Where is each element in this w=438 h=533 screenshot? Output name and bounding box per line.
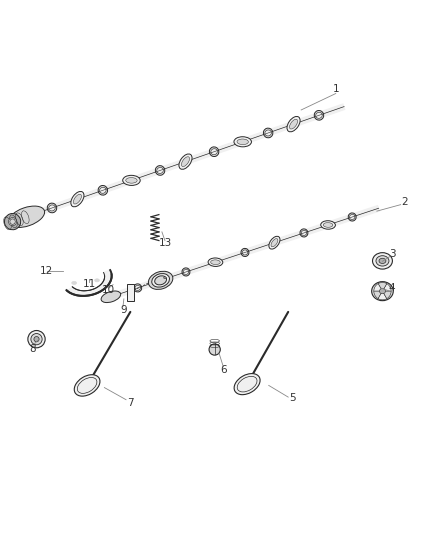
Ellipse shape: [152, 273, 170, 287]
Ellipse shape: [8, 217, 17, 225]
Ellipse shape: [211, 149, 217, 155]
Ellipse shape: [47, 203, 57, 213]
Text: 11: 11: [83, 279, 96, 289]
Ellipse shape: [8, 206, 45, 228]
Ellipse shape: [74, 375, 100, 396]
Ellipse shape: [211, 260, 220, 264]
Ellipse shape: [350, 214, 355, 220]
Ellipse shape: [209, 147, 219, 157]
Text: 10: 10: [102, 285, 115, 295]
Ellipse shape: [71, 191, 84, 207]
Text: 5: 5: [289, 393, 296, 403]
Ellipse shape: [300, 229, 308, 237]
Wedge shape: [382, 291, 391, 298]
Ellipse shape: [316, 112, 322, 118]
Ellipse shape: [31, 334, 42, 345]
Ellipse shape: [148, 271, 173, 289]
Ellipse shape: [265, 130, 272, 136]
Wedge shape: [382, 284, 391, 291]
Wedge shape: [374, 291, 382, 298]
Ellipse shape: [301, 230, 307, 236]
Ellipse shape: [123, 175, 140, 185]
Ellipse shape: [323, 223, 333, 227]
Ellipse shape: [348, 213, 356, 221]
Text: 9: 9: [120, 305, 127, 315]
Ellipse shape: [379, 259, 386, 263]
Ellipse shape: [287, 116, 300, 132]
Wedge shape: [374, 284, 382, 291]
Ellipse shape: [28, 330, 45, 348]
Text: 13: 13: [158, 238, 172, 248]
Ellipse shape: [95, 279, 99, 282]
Ellipse shape: [269, 236, 280, 249]
Ellipse shape: [4, 214, 21, 230]
Ellipse shape: [263, 128, 273, 138]
Text: 7: 7: [127, 398, 134, 408]
Bar: [127, 284, 134, 301]
Ellipse shape: [321, 221, 336, 229]
Ellipse shape: [372, 281, 393, 301]
Text: 6: 6: [220, 365, 226, 375]
Ellipse shape: [156, 273, 167, 286]
Ellipse shape: [183, 270, 189, 274]
Ellipse shape: [314, 110, 324, 120]
Ellipse shape: [237, 139, 248, 144]
Ellipse shape: [10, 219, 15, 224]
Ellipse shape: [134, 284, 141, 292]
Ellipse shape: [49, 205, 55, 211]
Ellipse shape: [179, 154, 192, 169]
Ellipse shape: [271, 239, 278, 247]
Ellipse shape: [101, 291, 121, 303]
Ellipse shape: [376, 256, 389, 266]
Text: 12: 12: [39, 266, 53, 276]
Ellipse shape: [155, 166, 165, 175]
Ellipse shape: [182, 268, 190, 276]
Ellipse shape: [379, 288, 385, 294]
Wedge shape: [378, 291, 387, 300]
Ellipse shape: [208, 258, 223, 266]
Polygon shape: [67, 270, 112, 296]
Ellipse shape: [234, 374, 260, 394]
Ellipse shape: [242, 250, 247, 255]
Ellipse shape: [155, 276, 166, 285]
Ellipse shape: [290, 119, 297, 129]
Ellipse shape: [234, 137, 251, 147]
Text: 8: 8: [30, 344, 36, 354]
Ellipse shape: [98, 185, 108, 195]
Wedge shape: [378, 282, 387, 291]
Ellipse shape: [159, 276, 165, 284]
Ellipse shape: [126, 177, 137, 183]
Ellipse shape: [181, 157, 190, 166]
Text: 4: 4: [389, 283, 395, 293]
Ellipse shape: [135, 285, 141, 290]
Text: 3: 3: [389, 248, 395, 259]
Text: 2: 2: [402, 197, 408, 207]
Ellipse shape: [74, 194, 81, 204]
Ellipse shape: [72, 281, 77, 285]
Ellipse shape: [241, 248, 249, 256]
Ellipse shape: [164, 277, 166, 279]
Ellipse shape: [209, 344, 220, 355]
Ellipse shape: [372, 253, 392, 269]
Ellipse shape: [34, 336, 39, 342]
Text: 1: 1: [332, 84, 339, 94]
Ellipse shape: [99, 187, 106, 193]
Ellipse shape: [157, 167, 163, 173]
